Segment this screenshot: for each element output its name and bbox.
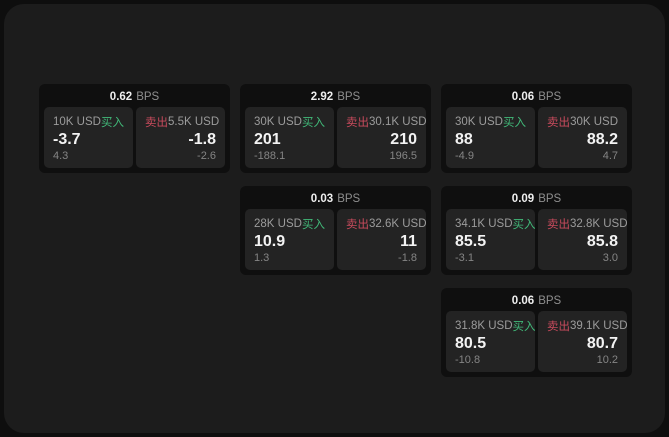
sell-action-label: 卖出	[346, 117, 369, 129]
buy-panel[interactable]: 30K USD 买入 88 -4.9	[446, 107, 535, 168]
buy-panel[interactable]: 31.8K USD 买入 80.5 -10.8	[446, 311, 536, 372]
sell-panel[interactable]: 卖出 5.5K USD -1.8 -2.6	[136, 107, 225, 168]
buy-change: -3.1	[455, 252, 474, 264]
bps-value: 0.09	[511, 193, 535, 205]
quote-board: 0.62 BPS 10K USD 买入 -3.7 4.3 卖出 5.5K USD…	[39, 84, 632, 377]
sell-price: 85.8	[586, 233, 618, 250]
sell-price: -1.8	[188, 131, 216, 148]
buy-price: 88	[455, 131, 473, 148]
buy-panel[interactable]: 10K USD 买入 -3.7 4.3	[44, 107, 133, 168]
sell-amount: 5.5K USD	[168, 116, 220, 128]
sell-price: 88.2	[586, 131, 618, 148]
sell-action-label: 卖出	[145, 117, 168, 129]
buy-change: -10.8	[455, 354, 481, 366]
bps-header: 0.03 BPS	[245, 191, 426, 207]
sell-change: 10.2	[596, 354, 618, 366]
sell-amount: 39.1K USD	[570, 320, 628, 332]
bps-header: 2.92 BPS	[245, 89, 426, 105]
sell-action-label: 卖出	[547, 117, 570, 129]
buy-action-label: 买入	[503, 117, 526, 129]
buy-price: 201	[254, 131, 281, 148]
sell-action-label: 卖出	[547, 321, 570, 333]
sell-change: 3.0	[602, 252, 618, 264]
buy-amount: 28K USD	[254, 218, 302, 230]
buy-change: 4.3	[53, 150, 69, 162]
buy-amount: 30K USD	[254, 116, 302, 128]
buy-amount: 10K USD	[53, 116, 101, 128]
sell-amount: 30K USD	[570, 116, 618, 128]
bps-value: 2.92	[310, 91, 334, 103]
buy-price: 85.5	[455, 233, 487, 250]
quote-card: 0.09 BPS 34.1K USD 买入 85.5 -3.1 卖出 32.8K…	[441, 186, 632, 275]
bps-header: 0.06 BPS	[446, 89, 627, 105]
sell-change: -2.6	[197, 150, 216, 162]
bps-unit-label: BPS	[538, 193, 562, 205]
buy-action-label: 买入	[101, 117, 124, 129]
bps-value: 0.03	[310, 193, 334, 205]
bps-header: 0.09 BPS	[446, 191, 627, 207]
buy-action-label: 买入	[512, 219, 536, 231]
bps-unit-label: BPS	[337, 91, 361, 103]
sell-price: 11	[400, 233, 417, 250]
buy-price: 10.9	[254, 233, 286, 250]
buy-change: -188.1	[254, 150, 286, 162]
sell-panel[interactable]: 卖出 32.8K USD 85.8 3.0	[538, 209, 628, 270]
buy-panel[interactable]: 28K USD 买入 10.9 1.3	[245, 209, 334, 270]
buy-price: -3.7	[53, 131, 81, 148]
sell-change: -1.8	[398, 252, 417, 264]
bps-unit-label: BPS	[337, 193, 361, 205]
sell-panel[interactable]: 卖出 39.1K USD 80.7 10.2	[538, 311, 628, 372]
quote-card: 2.92 BPS 30K USD 买入 201 -188.1 卖出 30.1K …	[240, 84, 431, 173]
quote-card: 0.06 BPS 30K USD 买入 88 -4.9 卖出 30K USD 8…	[441, 84, 632, 173]
sell-panel[interactable]: 卖出 30.1K USD 210 196.5	[337, 107, 427, 168]
buy-price: 80.5	[455, 335, 487, 352]
sell-amount: 30.1K USD	[369, 116, 427, 128]
buy-panel[interactable]: 30K USD 买入 201 -188.1	[245, 107, 334, 168]
buy-amount: 31.8K USD	[455, 320, 513, 332]
buy-action-label: 买入	[512, 321, 536, 333]
bps-value: 0.06	[511, 295, 535, 307]
sell-change: 4.7	[602, 150, 618, 162]
bps-value: 0.62	[109, 91, 133, 103]
sell-price: 80.7	[586, 335, 618, 352]
bps-header: 0.62 BPS	[44, 89, 225, 105]
buy-panel[interactable]: 34.1K USD 买入 85.5 -3.1	[446, 209, 536, 270]
buy-amount: 30K USD	[455, 116, 503, 128]
buy-action-label: 买入	[302, 117, 325, 129]
quote-card: 0.06 BPS 31.8K USD 买入 80.5 -10.8 卖出 39.1…	[441, 288, 632, 377]
bps-unit-label: BPS	[136, 91, 160, 103]
quote-card: 0.03 BPS 28K USD 买入 10.9 1.3 卖出 32.6K US…	[240, 186, 431, 275]
sell-action-label: 卖出	[346, 219, 369, 231]
buy-action-label: 买入	[302, 219, 325, 231]
buy-change: 1.3	[254, 252, 270, 264]
sell-panel[interactable]: 卖出 30K USD 88.2 4.7	[538, 107, 627, 168]
sell-price: 210	[390, 131, 417, 148]
sell-amount: 32.6K USD	[369, 218, 427, 230]
buy-change: -4.9	[455, 150, 474, 162]
bps-unit-label: BPS	[538, 295, 562, 307]
bps-header: 0.06 BPS	[446, 293, 627, 309]
bps-unit-label: BPS	[538, 91, 562, 103]
sell-amount: 32.8K USD	[570, 218, 628, 230]
bps-value: 0.06	[511, 91, 535, 103]
sell-action-label: 卖出	[547, 219, 570, 231]
buy-amount: 34.1K USD	[455, 218, 513, 230]
sell-panel[interactable]: 卖出 32.6K USD 11 -1.8	[337, 209, 427, 270]
sell-change: 196.5	[389, 150, 417, 162]
quote-card: 0.62 BPS 10K USD 买入 -3.7 4.3 卖出 5.5K USD…	[39, 84, 230, 173]
